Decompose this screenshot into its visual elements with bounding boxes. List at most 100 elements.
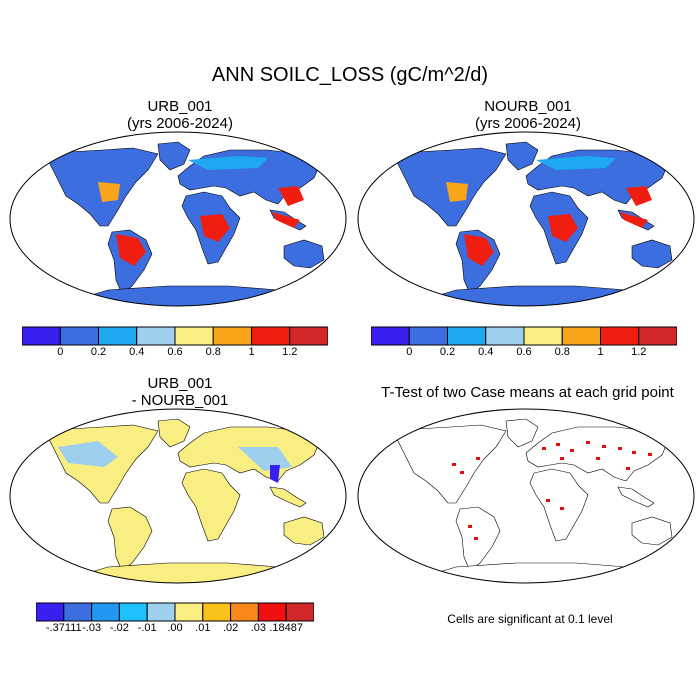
amazon-high-region bbox=[464, 234, 494, 266]
sig-cell bbox=[632, 451, 636, 454]
map-ttest bbox=[357, 408, 695, 584]
colorbar-swatch bbox=[447, 326, 487, 346]
colorbar-tick-label: 1 bbox=[597, 346, 604, 358]
colorbar-tick-label: -.37111 bbox=[45, 622, 82, 634]
sig-cell bbox=[476, 457, 480, 460]
sig-cell bbox=[626, 467, 630, 470]
colorbar-tick-label: 0.8 bbox=[205, 346, 221, 358]
panel-title-diff: URB_001 - NOURB_001 bbox=[60, 375, 300, 409]
sig-cell bbox=[468, 525, 472, 528]
colorbar-swatch bbox=[408, 326, 448, 346]
figure-title: ANN SOILC_LOSS (gC/m^2/d) bbox=[211, 64, 489, 86]
sig-cell bbox=[602, 445, 606, 448]
land-australia bbox=[631, 239, 673, 269]
map-frame bbox=[357, 408, 695, 584]
land-australia bbox=[631, 516, 673, 546]
map-urb-001 bbox=[9, 131, 347, 307]
colorbar-tick-label: 1.2 bbox=[282, 346, 298, 358]
colorbar-swatch bbox=[91, 602, 120, 622]
colorbar-tick-label: 0.4 bbox=[129, 346, 145, 358]
easia-high-region bbox=[278, 186, 304, 206]
land-seAsia bbox=[617, 486, 655, 508]
diff-title: URB_001 bbox=[147, 375, 213, 392]
land-northAmerica bbox=[395, 424, 507, 504]
colorbar-swatch bbox=[289, 326, 328, 346]
land-eurasia bbox=[525, 426, 669, 482]
colorbar-tick-label: 0.4 bbox=[478, 346, 494, 358]
colorbar-swatch bbox=[230, 602, 259, 622]
colorbar-tick-label: .01 bbox=[195, 622, 211, 634]
diff-china-low-region bbox=[270, 465, 280, 483]
map-frame bbox=[357, 131, 695, 307]
colorbar-swatch bbox=[118, 602, 148, 622]
panel-title-ttest: T-Test of two Case means at each grid po… bbox=[381, 384, 674, 401]
colorbar-tick-label: 0.6 bbox=[167, 346, 183, 358]
colorbar-tick-label: 0 bbox=[406, 346, 413, 358]
nourb-years: (yrs 2006-2024) bbox=[475, 115, 581, 132]
colorbar-tick-label: .02 bbox=[222, 622, 239, 634]
land-africa bbox=[529, 468, 589, 542]
colorbar-swatch bbox=[63, 602, 93, 622]
seasia-high-region bbox=[620, 212, 648, 228]
colorbar-swatch bbox=[285, 602, 314, 622]
colorbar-tick-label: 0 bbox=[57, 346, 64, 358]
colorbar-swatch bbox=[638, 326, 677, 346]
colorbar-swatch bbox=[561, 326, 601, 346]
colorbar-diff-labels: -.37111 -.03 -.02 -.01 .00 .01 .02 .03.18487 bbox=[36, 622, 314, 638]
land-southAmerica bbox=[107, 506, 153, 572]
urb-title: URB_001 bbox=[147, 98, 213, 115]
significance-note: Cells are significant at 0.1 level bbox=[447, 612, 613, 626]
land-greenland bbox=[505, 418, 539, 448]
sig-cell bbox=[586, 441, 590, 444]
colorbar-tick-label: 0.8 bbox=[554, 346, 570, 358]
congo-high-region bbox=[548, 214, 578, 242]
colorbar-urb bbox=[22, 326, 328, 346]
seasia-high-region bbox=[272, 212, 300, 228]
colorbar-swatch bbox=[136, 326, 176, 346]
colorbar-tick-label: -.02 bbox=[109, 622, 129, 634]
colorbar-tick-label: 1 bbox=[248, 346, 255, 358]
diff-namerica-region bbox=[58, 441, 118, 467]
land-australia bbox=[283, 239, 325, 269]
map-frame bbox=[9, 408, 347, 584]
colorbar-swatch bbox=[202, 602, 232, 622]
boreal-mid-region bbox=[188, 156, 268, 170]
sig-cell bbox=[452, 463, 456, 466]
sig-cell bbox=[570, 449, 574, 452]
congo-high-region bbox=[200, 214, 230, 242]
colorbar-swatch bbox=[485, 326, 525, 346]
sig-cell bbox=[618, 447, 622, 450]
land-africa bbox=[181, 468, 241, 542]
diff-subtitle: - NOURB_001 bbox=[131, 392, 229, 409]
land-greenland bbox=[505, 141, 539, 171]
colorbar-swatch bbox=[22, 326, 61, 346]
land-greenland bbox=[157, 418, 191, 448]
colorbar-swatch bbox=[36, 602, 65, 622]
colorbar-tick-label: -.01 bbox=[137, 622, 157, 634]
colorbar-tick-label: 0.6 bbox=[516, 346, 532, 358]
sig-cell bbox=[474, 537, 478, 540]
sig-cell bbox=[596, 457, 600, 460]
sig-cell bbox=[556, 443, 560, 446]
colorbar-tick-label: .00 bbox=[167, 622, 183, 634]
land-australia bbox=[283, 516, 325, 546]
colorbar-urb-labels: 0 0.2 0.4 0.6 0.8 1 1.2 bbox=[22, 346, 328, 362]
colorbar-tick-label: .03 bbox=[250, 622, 267, 634]
nourb-title: NOURB_001 bbox=[484, 98, 572, 115]
colorbar-tick-label: -.03 bbox=[82, 622, 102, 634]
sig-cell bbox=[560, 457, 564, 460]
sig-cell bbox=[546, 499, 550, 502]
colorbar-tick-label: 1.2 bbox=[631, 346, 647, 358]
colorbar-nourb-labels: 0 0.2 0.4 0.6 0.8 1 1.2 bbox=[371, 346, 677, 362]
land-seAsia bbox=[269, 486, 307, 508]
map-nourb-001 bbox=[357, 131, 695, 307]
amazon-high-region bbox=[116, 234, 146, 266]
colorbar-swatch bbox=[257, 602, 287, 622]
colorbar-swatch bbox=[174, 602, 204, 622]
namerica-mid-region bbox=[446, 182, 468, 202]
urb-years: (yrs 2006-2024) bbox=[127, 115, 233, 132]
colorbar-swatch bbox=[98, 326, 138, 346]
colorbar-swatch bbox=[371, 326, 410, 346]
panel-title-urb: URB_001 (yrs 2006-2024) bbox=[60, 98, 300, 132]
easia-high-region bbox=[626, 186, 652, 206]
